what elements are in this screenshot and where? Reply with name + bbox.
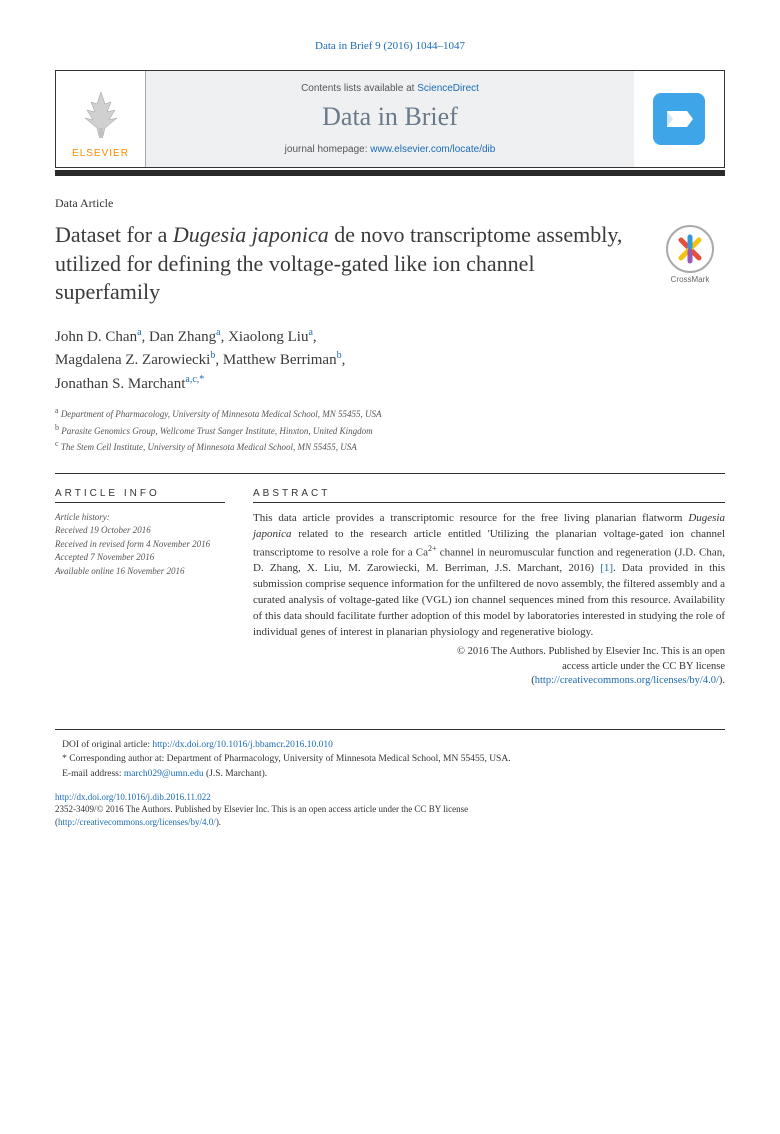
authors-list: John D. Chana, Dan Zhanga, Xiaolong Liua… [55, 325, 725, 396]
affiliations: a Department of Pharmacology, University… [55, 405, 725, 455]
affiliation: a Department of Pharmacology, University… [55, 405, 725, 422]
original-doi: DOI of original article: http://dx.doi.o… [55, 738, 725, 752]
article-doi-link[interactable]: http://dx.doi.org/10.1016/j.dib.2016.11.… [55, 792, 211, 802]
homepage-link[interactable]: www.elsevier.com/locate/dib [370, 144, 495, 155]
crossmark-icon [675, 234, 705, 264]
article-info-column: ARTICLE INFO Article history: Received 1… [55, 488, 225, 689]
author: Magdalena Z. Zarowieckib [55, 352, 215, 368]
sciencedirect-link[interactable]: ScienceDirect [417, 83, 479, 94]
publisher-logo-block: ELSEVIER [56, 71, 146, 167]
corresponding-author: * Corresponding author at: Department of… [55, 752, 725, 766]
abstract-body: This data article provides a transcripto… [253, 511, 725, 641]
author: Dan Zhanga [149, 329, 221, 345]
journal-name: Data in Brief [322, 102, 458, 132]
running-head: Data in Brief 9 (2016) 1044–1047 [55, 40, 725, 52]
contents-line: Contents lists available at ScienceDirec… [301, 83, 479, 94]
affiliation: c The Stem Cell Institute, University of… [55, 438, 725, 455]
affiliation: b Parasite Genomics Group, Wellcome Trus… [55, 422, 725, 439]
article-title: Dataset for a Dugesia japonica de novo t… [55, 221, 635, 307]
crossmark-label: CrossMark [655, 275, 725, 284]
masthead-rule [55, 170, 725, 176]
author: John D. Chana [55, 329, 142, 345]
masthead-center: Contents lists available at ScienceDirec… [146, 71, 634, 167]
footnotes: DOI of original article: http://dx.doi.o… [55, 738, 725, 781]
bottom-identifiers: http://dx.doi.org/10.1016/j.dib.2016.11.… [55, 791, 725, 829]
author: Jonathan S. Marchanta,c,* [55, 376, 204, 392]
journal-homepage: journal homepage: www.elsevier.com/locat… [285, 144, 496, 155]
copyright-block: © 2016 The Authors. Published by Elsevie… [253, 645, 725, 689]
email-line: E-mail address: march029@umn.edu (J.S. M… [55, 767, 725, 781]
author: Matthew Berrimanb [223, 352, 342, 368]
section-divider [55, 473, 725, 474]
email-link[interactable]: march029@umn.edu [124, 769, 204, 779]
footnote-divider [55, 729, 725, 730]
crossmark-badge[interactable]: CrossMark [655, 225, 725, 284]
article-type: Data Article [55, 196, 725, 211]
citation-link[interactable]: [1] [600, 562, 613, 574]
license-link-bottom[interactable]: http://creativecommons.org/licenses/by/4… [58, 817, 216, 827]
article-history: Article history: Received 19 October 201… [55, 511, 225, 579]
license-link[interactable]: http://creativecommons.org/licenses/by/4… [535, 675, 719, 686]
masthead: ELSEVIER Contents lists available at Sci… [55, 70, 725, 168]
elsevier-tree-icon [71, 84, 131, 144]
article-info-head: ARTICLE INFO [55, 488, 225, 499]
doi-link[interactable]: http://dx.doi.org/10.1016/j.bbamcr.2016.… [152, 740, 333, 750]
author: Xiaolong Liua [228, 329, 313, 345]
journal-logo-block [634, 71, 724, 167]
elsevier-label: ELSEVIER [72, 148, 129, 159]
dib-logo-icon [649, 89, 709, 149]
abstract-head: ABSTRACT [253, 488, 725, 499]
abstract-column: ABSTRACT This data article provides a tr… [253, 488, 725, 689]
